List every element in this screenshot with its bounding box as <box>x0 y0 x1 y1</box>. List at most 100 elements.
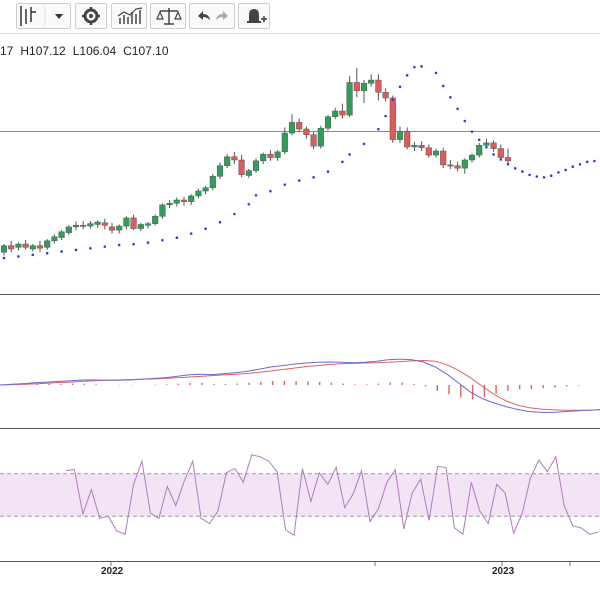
parabolic-sar-dot <box>146 241 150 244</box>
candle-up <box>173 199 180 204</box>
candle-down <box>238 159 245 175</box>
candle-down <box>8 245 15 250</box>
parabolic-sar-dot <box>312 176 315 179</box>
candle-up <box>396 131 404 140</box>
candle-down <box>339 110 346 116</box>
candle-down <box>497 148 504 158</box>
candle-up <box>159 204 166 217</box>
candle-up <box>461 159 468 169</box>
candle-down <box>22 243 29 248</box>
parabolic-sar-dot <box>593 159 596 163</box>
parabolic-sar-dot <box>420 65 423 68</box>
parabolic-sar-dot <box>326 170 330 173</box>
parabolic-sar-dot <box>463 119 467 123</box>
candle-down <box>389 97 396 140</box>
parabolic-sar-dot <box>521 170 524 173</box>
panel-divider-price <box>0 294 600 295</box>
candle-up <box>195 190 202 197</box>
candle-up <box>288 122 296 134</box>
candle-up <box>51 236 58 242</box>
candle-up <box>44 240 51 248</box>
candle-up <box>188 195 195 202</box>
candle-up <box>29 245 36 250</box>
parabolic-sar-dot <box>132 242 135 246</box>
candle-down <box>375 79 382 93</box>
parabolic-sar-dot <box>161 238 164 242</box>
candle-down <box>425 147 432 156</box>
parabolic-sar-dot <box>535 175 539 178</box>
candle-down <box>490 142 497 149</box>
alert-button[interactable] <box>238 3 270 29</box>
candle-down <box>353 82 360 91</box>
candle-up <box>483 142 490 146</box>
parabolic-sar-dot <box>485 145 488 149</box>
compare-button[interactable] <box>150 3 186 29</box>
parabolic-sar-dot <box>117 243 121 247</box>
undo-redo-icons <box>198 11 228 20</box>
candle-up <box>324 116 332 129</box>
candle-up <box>166 202 173 206</box>
parabolic-sar-dot <box>492 153 495 156</box>
ohlc-close: C107.10 <box>123 44 169 58</box>
candle-up <box>260 154 267 162</box>
ohlc-low: L106.04 <box>72 44 117 58</box>
candle-down <box>80 225 87 227</box>
parabolic-sar-dot <box>175 236 179 240</box>
candle-down <box>36 245 44 249</box>
x-axis-label-2022: 2022 <box>101 566 124 577</box>
parabolic-sar-dot <box>434 71 438 75</box>
parabolic-sar-dot <box>17 255 20 258</box>
parabolic-sar-dot <box>283 183 287 186</box>
parabolic-sar-dot <box>269 189 272 193</box>
candle-up <box>137 224 144 229</box>
candle-up <box>411 145 418 148</box>
candle-up <box>476 145 483 156</box>
parabolic-sar-dot <box>571 165 575 169</box>
parabolic-sar-dot <box>477 138 481 142</box>
panel-divider-rsi <box>0 561 600 562</box>
candle-up <box>216 165 224 177</box>
candle-down <box>108 226 116 231</box>
parabolic-sar-dot <box>413 65 416 69</box>
chart-toolbar <box>0 0 600 34</box>
candle-up <box>346 82 353 116</box>
candle-up <box>58 231 65 238</box>
candle-up <box>152 216 159 224</box>
parabolic-sar-dot <box>405 74 409 77</box>
indicators-icon <box>117 7 143 24</box>
parabolic-sar-dot <box>60 250 63 253</box>
parabolic-sar-dot <box>31 253 35 257</box>
parabolic-sar-dot <box>218 220 222 224</box>
macd-signal-line <box>0 359 600 411</box>
indicators-button[interactable] <box>111 3 147 29</box>
parabolic-sar-dot <box>297 179 301 182</box>
chart-type-button[interactable] <box>16 3 71 29</box>
candle-up <box>72 225 80 228</box>
parabolic-sar-dot <box>557 171 560 174</box>
candle-down <box>231 156 238 161</box>
candle-down <box>303 128 310 135</box>
candle-down <box>440 150 447 166</box>
candle-up <box>209 176 216 188</box>
settings-button[interactable] <box>75 3 107 29</box>
panel-divider-macd <box>0 428 600 429</box>
candle-down <box>404 131 411 148</box>
redo-icon[interactable] <box>216 11 228 20</box>
candles-dropdown-icon <box>20 6 63 26</box>
candle-down <box>447 164 454 167</box>
candle-down <box>101 222 108 226</box>
scale-icon <box>156 8 182 25</box>
candle-down <box>504 157 512 162</box>
parabolic-sar-dot <box>74 248 78 252</box>
candle-up <box>360 83 368 91</box>
candle-up <box>123 217 130 227</box>
candle-down <box>310 134 317 147</box>
parabolic-sar-dot <box>362 142 366 146</box>
parabolic-sar-dot <box>499 158 503 161</box>
parabolic-sar-dot <box>377 127 380 131</box>
candle-down <box>454 165 461 169</box>
rsi-line <box>65 454 599 537</box>
undo-icon[interactable] <box>198 11 210 20</box>
parabolic-sar-dot <box>45 251 49 255</box>
